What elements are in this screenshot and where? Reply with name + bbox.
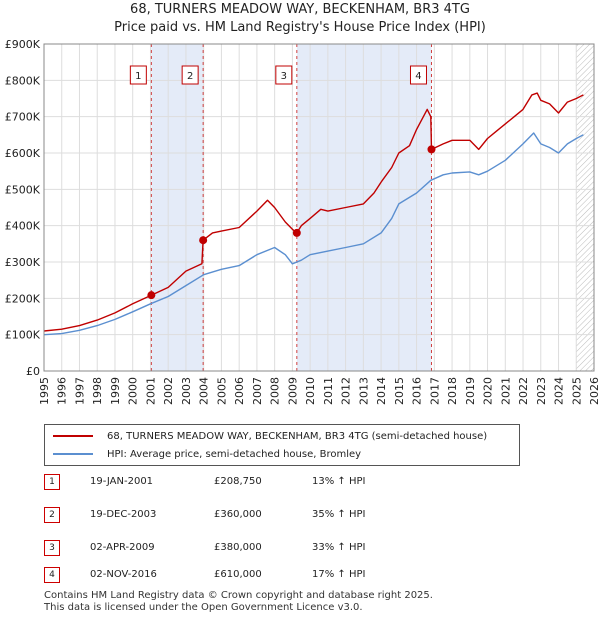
transaction-date: 02-APR-2009 (90, 542, 155, 553)
x-tick-label: 2003 (180, 377, 193, 405)
x-tick-label: 2001 (144, 377, 157, 405)
x-tick-label: 2025 (570, 377, 583, 405)
y-tick-label: £400K (5, 220, 41, 233)
marker-badge-label-4: 4 (415, 71, 421, 82)
x-tick-label: 2019 (464, 377, 477, 405)
y-tick-label: £300K (5, 256, 41, 269)
table-row: 2 19-DEC-2003 £360,000 35% ↑ HPI (44, 507, 464, 525)
series-line-property (43, 92, 584, 332)
price-chart: £0 £100K £200K £300K £400K £500K £600K £700K £80… (5, 38, 600, 405)
legend-label-property: 68, TURNERS MEADOW WAY, BECKENHAM, BR3 4… (107, 430, 488, 442)
shaded-range-1 (151, 44, 204, 371)
x-tick-label: 2014 (375, 377, 388, 405)
marker-badge-3 (275, 65, 293, 85)
transaction-date: 19-DEC-2003 (90, 509, 157, 520)
transaction-badge: 2 (44, 507, 60, 523)
y-tick-label: £700K (5, 111, 41, 124)
x-tick-label: 2023 (535, 377, 548, 405)
x-tick-label: 2010 (304, 377, 317, 405)
x-tick-label: 2022 (517, 377, 530, 405)
x-tick-label: 2002 (162, 377, 175, 405)
legend-item-property: 68, TURNERS MEADOW WAY, BECKENHAM, BR3 4… (53, 428, 487, 444)
y-tick-label: £200K (5, 292, 41, 305)
transaction-price: £380,000 (214, 542, 262, 553)
x-tick-label: 2013 (357, 377, 370, 405)
transaction-price: £610,000 (214, 569, 262, 580)
transaction-price: £360,000 (214, 509, 262, 520)
x-tick-label: 2008 (269, 377, 282, 405)
y-tick-label: £100K (5, 329, 41, 342)
y-tick-label: £900K (5, 38, 41, 51)
table-row: 1 19-JAN-2001 £208,750 13% ↑ HPI (44, 474, 464, 492)
marker-badge-2 (181, 65, 199, 85)
transaction-date: 02-NOV-2016 (90, 569, 157, 580)
footer-line-2: This data is licensed under the Open Gov… (44, 602, 363, 613)
footer-line-1: Contains HM Land Registry data © Crown c… (44, 590, 433, 601)
x-tick-label: 1997 (73, 377, 86, 405)
x-tick-label: 2004 (198, 377, 211, 405)
x-tick-label: 2026 (588, 377, 600, 405)
transaction-delta: 13% ↑ HPI (312, 476, 366, 487)
chart-subtitle: Price paid vs. HM Land Registry's House … (114, 20, 486, 35)
marker-badge-4 (409, 65, 427, 85)
x-tick-label: 2012 (340, 377, 353, 405)
legend-item-hpi: HPI: Average price, semi-detached house,… (53, 446, 361, 462)
transaction-delta: 33% ↑ HPI (312, 542, 366, 553)
table-row: 4 02-NOV-2016 £610,000 17% ↑ HPI (44, 567, 464, 585)
plot-frame (43, 43, 595, 372)
x-tick-label: 2021 (499, 377, 512, 405)
y-tick-label: £600K (5, 147, 41, 160)
y-tick-label: £800K (5, 74, 41, 87)
x-tick-label: 2006 (233, 377, 246, 405)
x-tick-label: 2005 (215, 377, 228, 405)
transaction-date: 19-JAN-2001 (90, 476, 154, 487)
x-tick-label: 1998 (91, 377, 104, 405)
sale-point-1 (147, 291, 156, 300)
marker-badge-1 (129, 65, 147, 85)
x-tick-label: 2011 (322, 377, 335, 405)
series-line-hpi (43, 132, 584, 336)
legend-swatch-property (53, 435, 93, 437)
x-tick-label: 1999 (109, 377, 122, 405)
transaction-badge: 4 (44, 567, 60, 583)
x-tick-label: 2017 (428, 377, 441, 405)
y-tick-label: £0 (26, 365, 40, 378)
sale-point-3 (292, 228, 301, 237)
sale-point-4 (427, 145, 436, 154)
legend-label-hpi: HPI: Average price, semi-detached house,… (107, 448, 362, 460)
legend-swatch-hpi (53, 453, 93, 455)
footer: Contains HM Land Registry data © Crown c… (44, 590, 433, 614)
transaction-price: £208,750 (214, 476, 262, 487)
table-row: 3 02-APR-2009 £380,000 33% ↑ HPI (44, 540, 464, 558)
x-tick-label: 2016 (411, 377, 424, 405)
x-tick-label: 2000 (127, 377, 140, 405)
forecast-hatch (576, 44, 594, 371)
x-tick-label: 1995 (38, 377, 51, 405)
x-tick-label: 1996 (56, 377, 69, 405)
transaction-badge: 3 (44, 540, 60, 556)
marker-badge-label-2: 2 (187, 71, 193, 82)
x-tick-label: 2018 (446, 377, 459, 405)
x-tick-label: 2024 (553, 377, 566, 405)
transaction-badge: 1 (44, 474, 60, 490)
x-tick-label: 2020 (482, 377, 495, 405)
marker-badge-label-1: 1 (135, 71, 141, 82)
transaction-delta: 35% ↑ HPI (312, 509, 366, 520)
chart-title: 68, TURNERS MEADOW WAY, BECKENHAM, BR3 4… (130, 2, 470, 17)
x-tick-label: 2007 (251, 377, 264, 405)
x-tick-label: 2015 (393, 377, 406, 405)
sale-point-2 (199, 236, 208, 245)
y-tick-label: £500K (5, 183, 41, 196)
shaded-range-2 (296, 44, 432, 371)
legend: 68, TURNERS MEADOW WAY, BECKENHAM, BR3 4… (44, 424, 520, 466)
x-tick-label: 2009 (286, 377, 299, 405)
marker-badge-label-3: 3 (281, 71, 287, 82)
transaction-delta: 17% ↑ HPI (312, 569, 366, 580)
